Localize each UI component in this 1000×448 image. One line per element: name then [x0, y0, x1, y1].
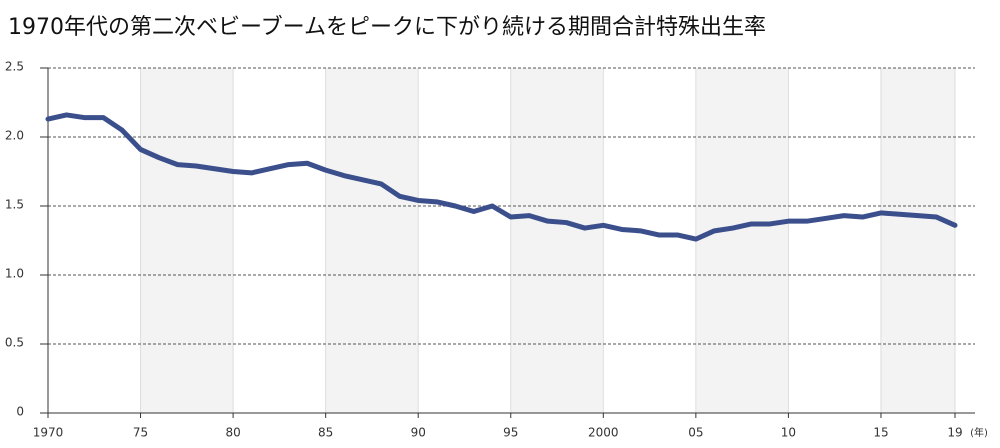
y-tick-label: 1.0: [5, 267, 24, 281]
chart-title: 1970年代の第二次ベビーブームをピークに下がり続ける期間合計特殊出生率: [8, 15, 766, 40]
x-tick-label: 05: [688, 426, 703, 440]
x-tick-label: 1970: [33, 426, 64, 440]
x-tick-label: 75: [133, 426, 148, 440]
band: [510, 68, 604, 413]
x-tick-label: 80: [225, 426, 240, 440]
x-tick-label: 85: [318, 426, 333, 440]
x-tick-label: 19: [947, 426, 962, 440]
x-tick-label: 2000: [588, 426, 619, 440]
x-unit: (年): [970, 426, 988, 439]
y-tick-label: 1.5: [5, 198, 24, 212]
x-tick-label: 95: [503, 426, 518, 440]
y-tick-label: 2.5: [5, 60, 24, 74]
band: [695, 68, 789, 413]
band: [325, 68, 419, 413]
x-tick-label: 10: [781, 426, 796, 440]
y-tick-label: 2.0: [5, 129, 24, 143]
y-tick-label: 0.5: [5, 336, 24, 350]
x-tick-label: 90: [411, 426, 426, 440]
band: [880, 68, 955, 413]
x-tick-label: 15: [873, 426, 888, 440]
data-line: [45, 112, 958, 242]
band: [140, 68, 234, 413]
y-tick-label: 0: [16, 405, 24, 419]
